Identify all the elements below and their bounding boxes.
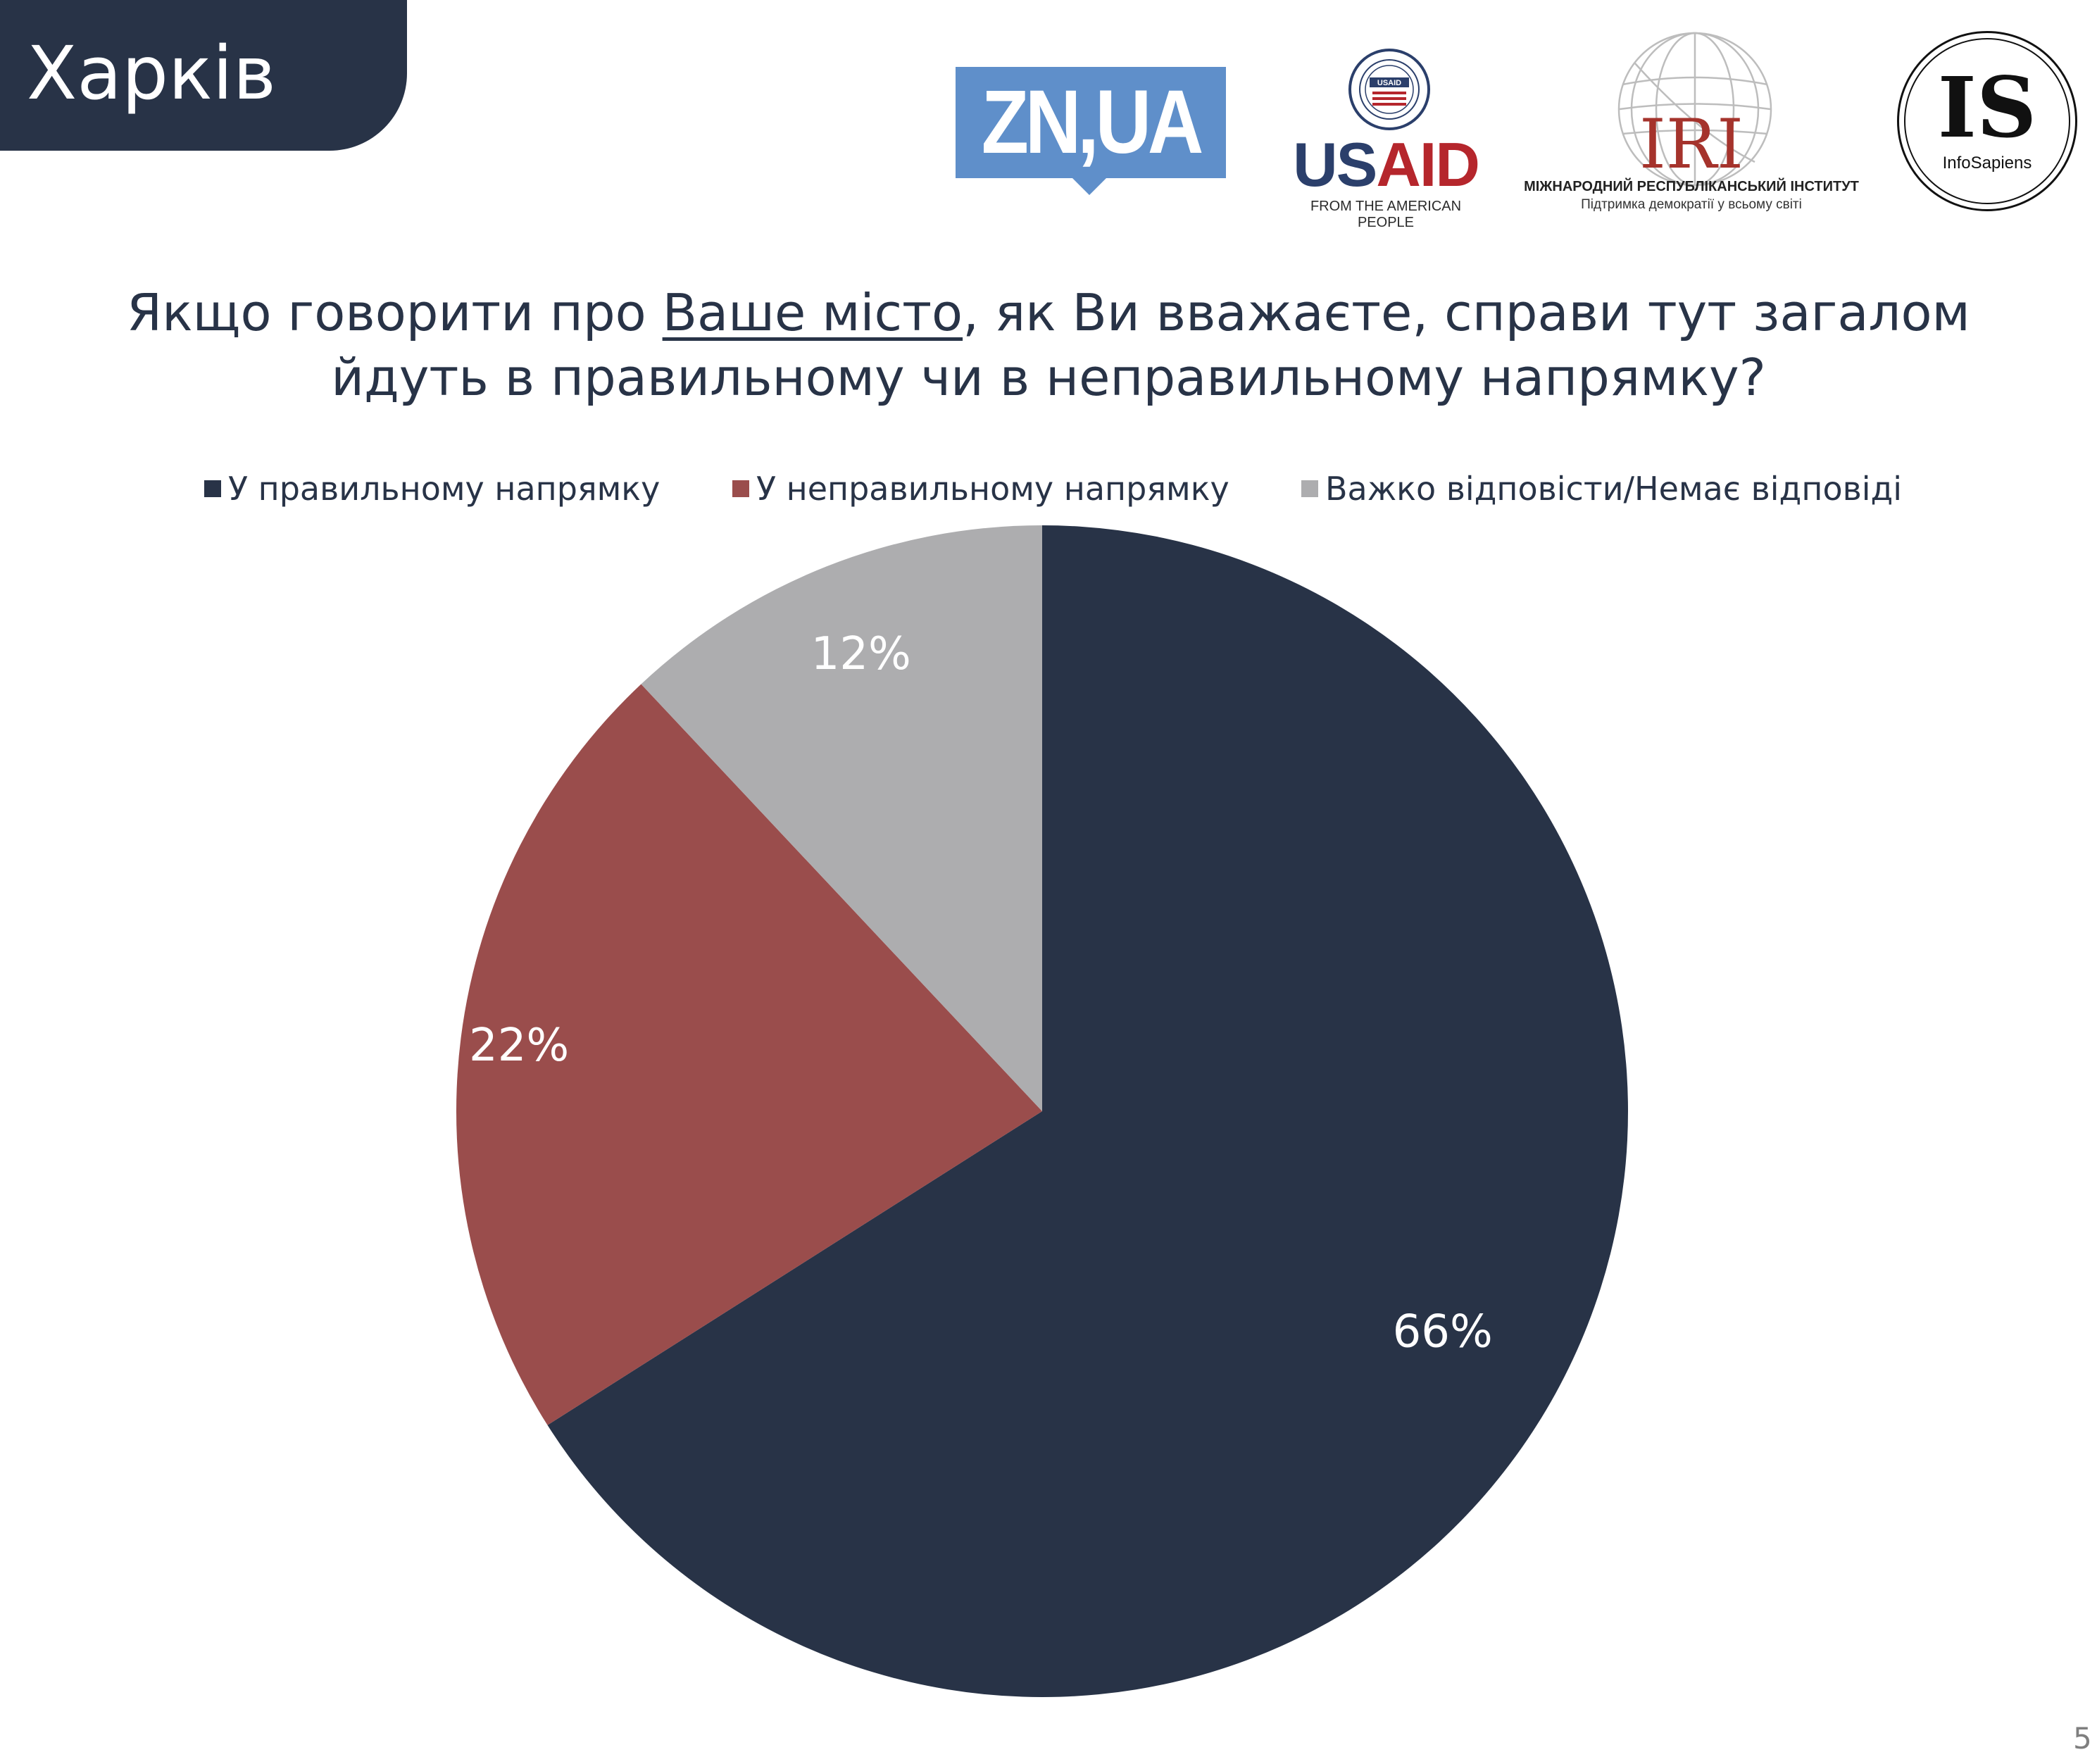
city-tab: Харків bbox=[0, 0, 407, 151]
legend-label: У правильному напрямку bbox=[228, 470, 661, 508]
usaid-logo: USAID USAID FROM THE AMERICAN PEOPLE bbox=[1287, 48, 1484, 230]
legend-swatch bbox=[732, 480, 749, 497]
usaid-seal-icon: USAID bbox=[1348, 49, 1430, 130]
question-line-2: йдуть в правильному чи в неправильному н… bbox=[331, 348, 1766, 407]
question-line-1: Якщо говорити про Ваше місто, як Ви вваж… bbox=[56, 280, 2041, 345]
usaid-tagline: FROM THE AMERICAN PEOPLE bbox=[1310, 199, 1462, 230]
question-part-2: , як Ви вважаєте, справи тут загалом bbox=[963, 283, 1970, 342]
legend-label: У неправильному напрямку bbox=[756, 470, 1229, 508]
legend-swatch bbox=[1301, 480, 1318, 497]
usaid-wordmark: USAID bbox=[1287, 131, 1484, 199]
legend-item-hard-to-say: Важко відповісти/Немає відповіді bbox=[1301, 468, 1902, 510]
page-number: 5 bbox=[2073, 1721, 2092, 1756]
legend-swatch bbox=[204, 480, 221, 497]
legend-item-wrong-direction: У неправильному напрямку bbox=[732, 468, 1229, 510]
slice-hard-to-say bbox=[641, 525, 1042, 1111]
city-title: Харків bbox=[27, 30, 276, 116]
iri-logo: IRI МІЖНАРОДНИЙ РЕСПУБЛІКАНСЬКИЙ ІНСТИТУ… bbox=[1515, 28, 1867, 218]
slice-wrong-direction bbox=[456, 684, 1042, 1425]
iri-letters: IRI bbox=[1639, 105, 1744, 184]
iri-tagline: Підтримка демократії у всьому світі bbox=[1581, 197, 1802, 212]
zn-ua-logo: ZN,UA bbox=[956, 67, 1226, 195]
legend-label: Важко відповісти/Немає відповіді bbox=[1325, 470, 1903, 508]
legend-item-right-direction: У правильному напрямку bbox=[204, 468, 660, 510]
infosapiens-name: InfoSapiens bbox=[1942, 154, 2032, 173]
infosapiens-logo: IS InfoSapiens bbox=[1897, 31, 2077, 211]
iri-name: МІЖНАРОДНИЙ РЕСПУБЛІКАНСЬКИЙ ІНСТИТУТ bbox=[1524, 179, 1859, 194]
infosapiens-letters: IS bbox=[1937, 58, 2037, 156]
usaid-word-aid: AID bbox=[1376, 130, 1480, 199]
usaid-seal-text: USAID bbox=[1377, 79, 1401, 87]
question-part-1: Якщо говорити про bbox=[127, 283, 663, 342]
slice-right-direction-label: 66% bbox=[1393, 1306, 1493, 1358]
slice-hard-to-say-label: 12% bbox=[811, 628, 911, 680]
zn-ua-logo-text: ZN,UA bbox=[981, 72, 1204, 173]
slice-right-direction bbox=[547, 525, 1628, 1697]
question-title: Якщо говорити про Ваше місто, як Ви вваж… bbox=[56, 280, 2041, 410]
globe-icon bbox=[1617, 32, 1772, 187]
slice-wrong-direction-label: 22% bbox=[469, 1020, 569, 1072]
question-underlined: Ваше місто bbox=[662, 283, 963, 342]
usaid-word-us: US bbox=[1293, 130, 1377, 199]
